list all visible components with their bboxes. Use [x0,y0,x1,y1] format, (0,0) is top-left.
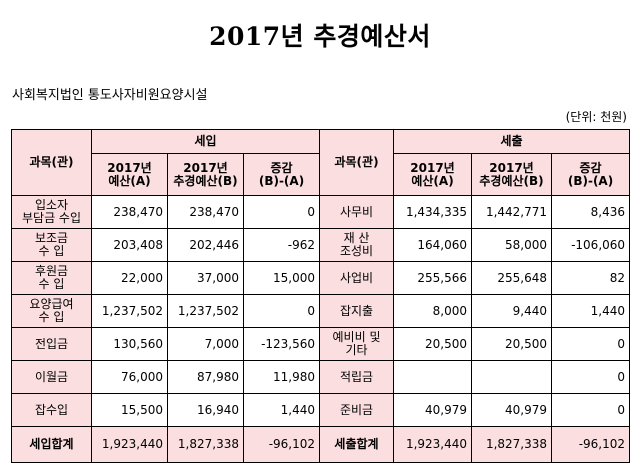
income-budget-cell: 22,000 [91,261,168,295]
budget-table: 과목(관) 세입 과목(관) 세출 2017년 예산(A) 2017년 추경예산… [11,129,631,463]
expense-budget-header: 2017년 예산(A) [393,153,473,196]
expense-category-cell: 사업비 [319,261,395,295]
income-diff-cell: -123,560 [242,327,321,361]
income-revised-cell: 87,980 [167,360,244,394]
table-row: 요양급여 수 입 1,237,502 1,237,502 0 잡지출 8,000 9,440… [11,294,631,328]
income-revised-cell: 202,446 [167,228,244,262]
expense-budget-cell: 1,434,335 [393,195,473,229]
expense-revised-cell: 58,000 [471,228,553,262]
table-row: 보조금 수 입 203,408 202,446 -962 재 산 조성비 164,060 5… [11,228,631,262]
income-total-budget: 1,923,440 [91,426,168,463]
expense-diff-cell: -106,060 [551,228,631,262]
page-title: 2017년 추경예산서 [209,22,431,51]
income-category-cell: 입소자 부담금 수입 [11,195,92,229]
unit-label: (단위: 천원) [565,110,627,124]
income-diff-cell: 15,000 [242,261,321,295]
expense-category-cell: 잡지출 [319,294,395,328]
income-revised-cell: 7,000 [167,327,244,361]
table-row: 후원금 수 입 22,000 37,000 15,000 사업비 255,566 255,6… [11,261,631,295]
expense-revised-cell: 255,648 [471,261,553,295]
expense-revised-cell [471,360,553,394]
organization-name: 사회복지법인 통도사자비원요양시설 [12,88,208,103]
table-row: 이월금 76,000 87,980 11,980 적립금 0 [11,360,631,394]
income-budget-cell: 203,408 [91,228,168,262]
expense-category-cell: 적립금 [319,360,395,394]
expense-total-revised: 1,827,338 [471,426,553,463]
expense-category-header: 과목(관) [319,129,395,196]
expense-diff-cell: 8,436 [551,195,631,229]
income-budget-cell: 238,470 [91,195,168,229]
income-category-cell: 잡수입 [11,393,92,427]
income-budget-cell: 15,500 [91,393,168,427]
expense-diff-cell: 82 [551,261,631,295]
income-budget-header: 2017년 예산(A) [91,153,168,196]
expense-header: 세출 [393,129,631,154]
income-revised-cell: 37,000 [167,261,244,295]
income-header: 세입 [90,129,321,154]
expense-category-cell: 예비비 및 기타 [319,327,395,361]
expense-revised-cell: 40,979 [471,393,553,427]
income-diff-cell: 11,980 [242,360,321,394]
table-row: 전입금 130,560 7,000 -123,560 예비비 및 기타 20,500 20,… [11,327,631,361]
expense-revised-cell: 1,442,771 [471,195,553,229]
expense-category-cell: 재 산 조성비 [319,228,395,262]
expense-revised-cell: 9,440 [471,294,553,328]
income-diff-header: 증감 (B)-(A) [242,153,321,196]
expense-total-budget: 1,923,440 [393,426,473,463]
expense-budget-cell [393,360,473,394]
income-category-cell: 후원금 수 입 [11,261,92,295]
income-category-cell: 이월금 [11,360,92,394]
expense-revised-cell: 20,500 [471,327,553,361]
expense-total-diff: -96,102 [551,426,631,463]
expense-budget-cell: 40,979 [393,393,473,427]
expense-diff-cell: 0 [551,327,631,361]
income-diff-cell: 0 [242,195,321,229]
income-revised-cell: 16,940 [167,393,244,427]
expense-budget-cell: 164,060 [393,228,473,262]
income-category-header: 과목(관) [11,129,92,196]
income-category-cell: 요양급여 수 입 [11,294,92,328]
income-category-cell: 전입금 [11,327,92,361]
income-diff-cell: -962 [242,228,321,262]
income-revised-cell: 238,470 [167,195,244,229]
expense-budget-cell: 255,566 [393,261,473,295]
income-revised-header: 2017년 추경예산(B) [167,153,244,196]
expense-budget-cell: 8,000 [393,294,473,328]
expense-total-label: 세출합계 [319,426,395,463]
expense-budget-cell: 20,500 [393,327,473,361]
expense-revised-header: 2017년 추경예산(B) [471,153,553,196]
income-budget-cell: 76,000 [91,360,168,394]
table-row: 입소자 부담금 수입 238,470 238,470 0 사무비 1,434,335 1,4… [11,195,631,229]
expense-category-cell: 사무비 [319,195,395,229]
income-budget-cell: 1,237,502 [91,294,168,328]
income-total-revised: 1,827,338 [167,426,244,463]
table-row: 잡수입 15,500 16,940 1,440 준비금 40,979 40,979 0 [11,393,631,427]
expense-diff-cell: 1,440 [551,294,631,328]
income-revised-cell: 1,237,502 [167,294,244,328]
total-row: 세입합계 1,923,440 1,827,338 -96,102 세출합계 1,… [11,426,631,463]
income-category-cell: 보조금 수 입 [11,228,92,262]
income-total-diff: -96,102 [242,426,321,463]
expense-diff-header: 증감 (B)-(A) [551,153,631,196]
income-diff-cell: 1,440 [242,393,321,427]
income-diff-cell: 0 [242,294,321,328]
income-total-label: 세입합계 [11,426,92,463]
expense-category-cell: 준비금 [319,393,395,427]
expense-diff-cell: 0 [551,360,631,394]
income-budget-cell: 130,560 [91,327,168,361]
expense-diff-cell: 0 [551,393,631,427]
